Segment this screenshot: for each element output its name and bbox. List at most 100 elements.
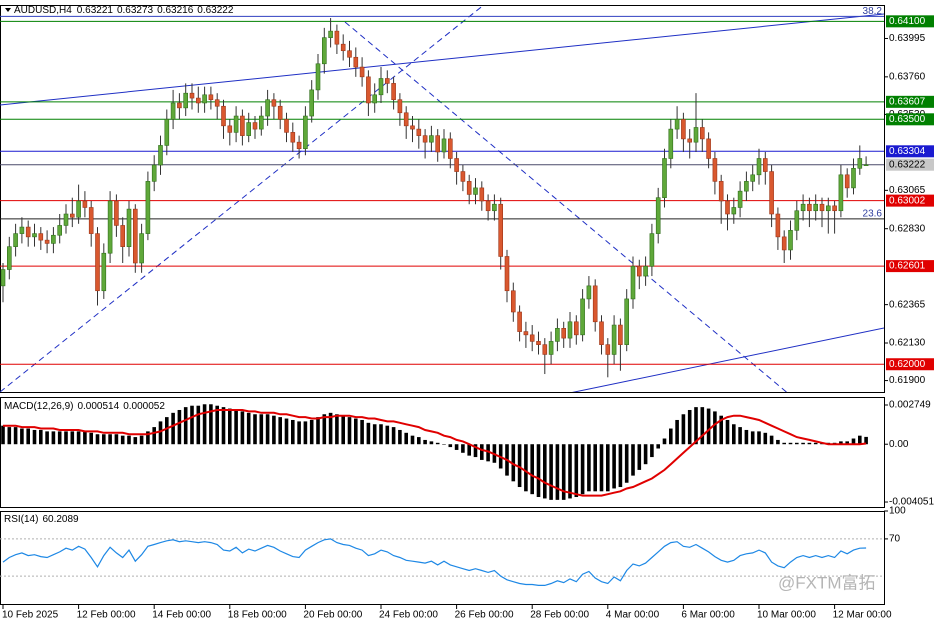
candle-body	[630, 265, 636, 300]
candle-body	[762, 158, 768, 172]
candle-body	[366, 76, 371, 104]
level-label-box	[886, 145, 934, 158]
candle-body	[284, 119, 289, 133]
macd-bar	[240, 411, 245, 445]
trend-line-dashed	[344, 21, 788, 392]
macd-bar	[190, 405, 194, 445]
candle-body	[19, 226, 25, 234]
candle-body	[378, 78, 384, 96]
candle-body	[693, 127, 699, 143]
trend-line	[0, 13, 884, 106]
candle-body	[258, 115, 264, 130]
candle-body	[649, 233, 655, 267]
watermark: @FXTM富拓	[778, 573, 876, 592]
candle-body	[151, 164, 157, 182]
macd-bar	[442, 444, 446, 445]
macd-value: 0.000514	[77, 401, 119, 412]
macd-bar	[681, 414, 686, 445]
macd-bar	[139, 435, 144, 445]
candle-body	[208, 94, 214, 101]
macd-bar	[20, 428, 24, 445]
candle-body	[624, 298, 630, 345]
macd-bar	[612, 444, 616, 489]
macd-bar	[404, 432, 408, 445]
candle-body	[510, 290, 516, 313]
candle-body	[359, 66, 365, 78]
macd-bar	[687, 409, 692, 445]
macd-bar	[813, 442, 818, 445]
candle-body	[214, 99, 220, 107]
open: 0.63221	[77, 5, 114, 16]
macd-bar	[354, 418, 358, 445]
macd-bar	[410, 435, 415, 445]
level-label: 0.63500	[889, 114, 926, 125]
candle-body	[13, 233, 18, 247]
candle-body	[504, 256, 510, 292]
macd-bar	[719, 415, 723, 445]
macd-title: MACD(12,26,9)	[4, 401, 73, 412]
x-tick-label: 24 Feb 00:00	[379, 610, 438, 621]
macd-bar	[309, 419, 314, 445]
macd-bar	[83, 431, 87, 445]
candle-body	[120, 225, 125, 247]
candle-body	[731, 207, 737, 215]
macd-bar	[39, 429, 43, 445]
candle-body	[611, 324, 617, 355]
macd-bar	[13, 427, 18, 445]
macd-bar	[114, 434, 119, 445]
y-tick-label: 0.63065	[889, 185, 926, 196]
macd-bar	[171, 412, 175, 445]
candle-body	[177, 102, 182, 109]
candle-body	[63, 213, 69, 226]
signal-value: 0.000052	[123, 401, 165, 412]
macd-bar	[435, 442, 440, 445]
candle-body	[114, 200, 119, 226]
price-header: AUDUSD,H4 0.63221 0.63273 0.63216 0.63222	[14, 5, 234, 16]
candle-body	[636, 265, 642, 277]
level-label: 0.62000	[889, 359, 926, 370]
macd-bar	[536, 444, 541, 498]
macd-bar	[70, 431, 75, 445]
y-tick-label: 0.00	[889, 439, 909, 450]
y-tick-label: 0.63760	[889, 71, 926, 82]
macd-bar	[57, 431, 62, 445]
x-tick-label: 12 Mar 00:00	[833, 610, 892, 621]
level-label: 0.64100	[889, 16, 926, 27]
candle-body	[321, 37, 327, 65]
candle-body	[252, 122, 258, 130]
candle-body	[51, 234, 56, 244]
candle-body	[523, 331, 529, 336]
candle-body	[391, 83, 396, 101]
macd-bar	[788, 442, 793, 445]
candle-body	[88, 207, 94, 234]
candle-body	[25, 226, 31, 238]
macd-bar	[675, 419, 679, 445]
candle-body	[800, 203, 806, 212]
candle-body	[681, 119, 686, 140]
candle-body	[498, 203, 504, 257]
menu-arrow	[5, 8, 11, 12]
candle-body	[599, 321, 604, 345]
y-tick-label: 0.62130	[889, 338, 926, 349]
axes: 0.639950.637600.635300.630650.628300.623…	[2, 6, 934, 621]
candle-body	[240, 115, 245, 136]
macd-bar	[215, 405, 219, 445]
macd-bar	[297, 421, 301, 445]
macd-bar	[706, 408, 711, 445]
candle-body	[668, 128, 674, 159]
price-pane	[0, 5, 885, 393]
y-tick-label: 0.62830	[889, 223, 926, 234]
macd-bar	[152, 427, 156, 445]
candle-body	[246, 122, 251, 136]
macd-bar	[858, 435, 862, 445]
candle-body	[712, 158, 718, 182]
macd-bar	[360, 419, 364, 445]
macd-bar	[662, 438, 667, 445]
fib-label: 23.6	[863, 209, 883, 220]
macd-bar	[108, 434, 112, 445]
macd-bar	[486, 444, 490, 462]
candle-body	[347, 50, 352, 58]
macd-bar	[757, 431, 761, 445]
candle-body	[95, 233, 100, 292]
candle-body	[825, 205, 831, 212]
